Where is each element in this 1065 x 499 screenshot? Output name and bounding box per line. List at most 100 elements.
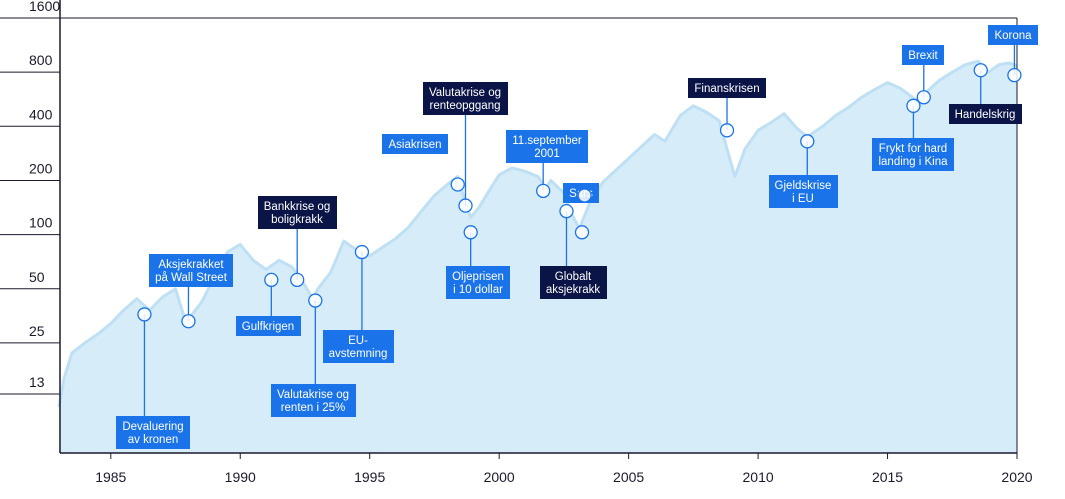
y-tick-label: 1600 bbox=[29, 0, 60, 14]
annotation-label-box bbox=[236, 316, 301, 336]
x-tick-label: 2005 bbox=[613, 469, 644, 485]
annotation: Gulfkrigen bbox=[236, 272, 301, 336]
annotation-label-box bbox=[988, 25, 1038, 45]
annotation bbox=[574, 225, 590, 240]
annotation-label: Bankkrise og bbox=[264, 201, 330, 213]
annotation-label: renten i 25% bbox=[281, 402, 346, 414]
annotation-label-box bbox=[271, 384, 356, 417]
y-tick-label: 13 bbox=[29, 374, 45, 390]
annotation-label: Brexit bbox=[908, 50, 938, 62]
annotation-marker bbox=[137, 307, 152, 322]
annotation-label-box bbox=[149, 254, 233, 287]
annotation-marker bbox=[577, 188, 592, 203]
annotation-marker bbox=[354, 244, 370, 260]
annotation-label: i 10 dollar bbox=[453, 284, 503, 296]
annotation-label-box bbox=[116, 416, 190, 449]
annotation-label: Aksjekrakket bbox=[158, 259, 224, 271]
annotation-label: 2001 bbox=[534, 148, 560, 160]
annotation-marker bbox=[536, 183, 551, 199]
annotation-marker bbox=[458, 198, 473, 213]
axis-layer: 13 25 50 100 200 400 800 1600 1985 1990 1995 2000 20… bbox=[0, 0, 1033, 485]
annotation-label: på Wall Street bbox=[155, 272, 228, 284]
x-tick-label: 1995 bbox=[354, 469, 385, 485]
annotation-label: 11.september bbox=[512, 135, 582, 147]
annotation-marker bbox=[906, 98, 921, 113]
x-tick-label: 1985 bbox=[95, 469, 126, 485]
x-tick-label: 2000 bbox=[484, 469, 515, 485]
annotation-label: boligkrakk bbox=[271, 214, 323, 226]
y-tick-label: 400 bbox=[29, 106, 53, 122]
x-tick-label: 1990 bbox=[225, 469, 256, 485]
annotation: Finanskrisen bbox=[688, 78, 766, 138]
y-tick-label: 25 bbox=[29, 323, 45, 339]
annotation: EU-avstemning bbox=[323, 244, 394, 363]
annotation-label: Finanskrisen bbox=[694, 83, 759, 95]
annotation-label: Asiakrisen bbox=[388, 139, 441, 151]
annotation-marker bbox=[973, 63, 988, 78]
y-tick-label: 100 bbox=[29, 215, 53, 231]
annotation-label: aksjekrakk bbox=[546, 284, 601, 296]
x-tick-label: 2010 bbox=[743, 469, 774, 485]
annotation-label-box bbox=[949, 104, 1022, 124]
annotation-label: i EU bbox=[792, 193, 814, 205]
annotation-marker bbox=[450, 177, 465, 192]
y-tick-label: 800 bbox=[29, 52, 53, 68]
annotation-label-box bbox=[688, 78, 766, 98]
annotation-label-box bbox=[902, 45, 944, 65]
annotation-label: Valutakrise og bbox=[429, 87, 501, 99]
y-tick-label: 50 bbox=[29, 269, 45, 285]
annotation: Asiakrisen bbox=[382, 134, 465, 192]
annotation-label-box bbox=[872, 138, 954, 171]
annotation-marker bbox=[574, 225, 590, 240]
annotation-label: Frykt for hard bbox=[879, 143, 947, 155]
annotation-label-box bbox=[423, 82, 508, 115]
annotation-label-box bbox=[506, 130, 588, 163]
annotation-label-box bbox=[540, 266, 607, 299]
annotation-label: Globalt bbox=[555, 271, 592, 283]
x-tick-label: 2020 bbox=[1001, 469, 1032, 485]
annotation-marker bbox=[264, 272, 279, 288]
annotation-label-box bbox=[769, 175, 838, 208]
annotation-label: avstemning bbox=[329, 348, 388, 360]
annotation-label-box bbox=[382, 134, 448, 154]
x-tick-label: 2015 bbox=[872, 469, 903, 485]
area-layer bbox=[57, 18, 1018, 453]
annotation: Handelskrig bbox=[949, 63, 1022, 124]
y-tick-label: 200 bbox=[29, 160, 53, 176]
annotation-marker bbox=[463, 225, 478, 240]
annotation: Korona bbox=[988, 25, 1038, 83]
annotation-label-box bbox=[323, 330, 394, 363]
annotation-label: Gjeldskrise bbox=[775, 180, 832, 192]
annotation-label: Valutakrise og bbox=[277, 389, 349, 401]
annotation-label-box bbox=[258, 196, 337, 229]
annotation-label: Devaluering bbox=[122, 421, 183, 433]
series-area bbox=[59, 61, 1017, 453]
annotation-label: EU- bbox=[348, 335, 368, 347]
annotation-label: Handelskrig bbox=[955, 109, 1016, 121]
annotation-label: Korona bbox=[994, 30, 1032, 42]
annotation-marker bbox=[181, 314, 196, 329]
annotation: Sars bbox=[563, 183, 599, 203]
annotation-label-box bbox=[446, 266, 510, 299]
annotation: Brexit bbox=[902, 45, 944, 105]
annotation-label: landing i Kina bbox=[878, 156, 948, 168]
annotation-marker bbox=[916, 90, 931, 105]
annotation-label: renteopggang bbox=[430, 100, 501, 112]
annotation-marker bbox=[290, 272, 305, 288]
annotation-marker bbox=[308, 293, 323, 308]
annotation-marker bbox=[800, 134, 815, 149]
annotation-marker bbox=[719, 123, 735, 138]
annotation-label: av kronen bbox=[128, 434, 179, 446]
